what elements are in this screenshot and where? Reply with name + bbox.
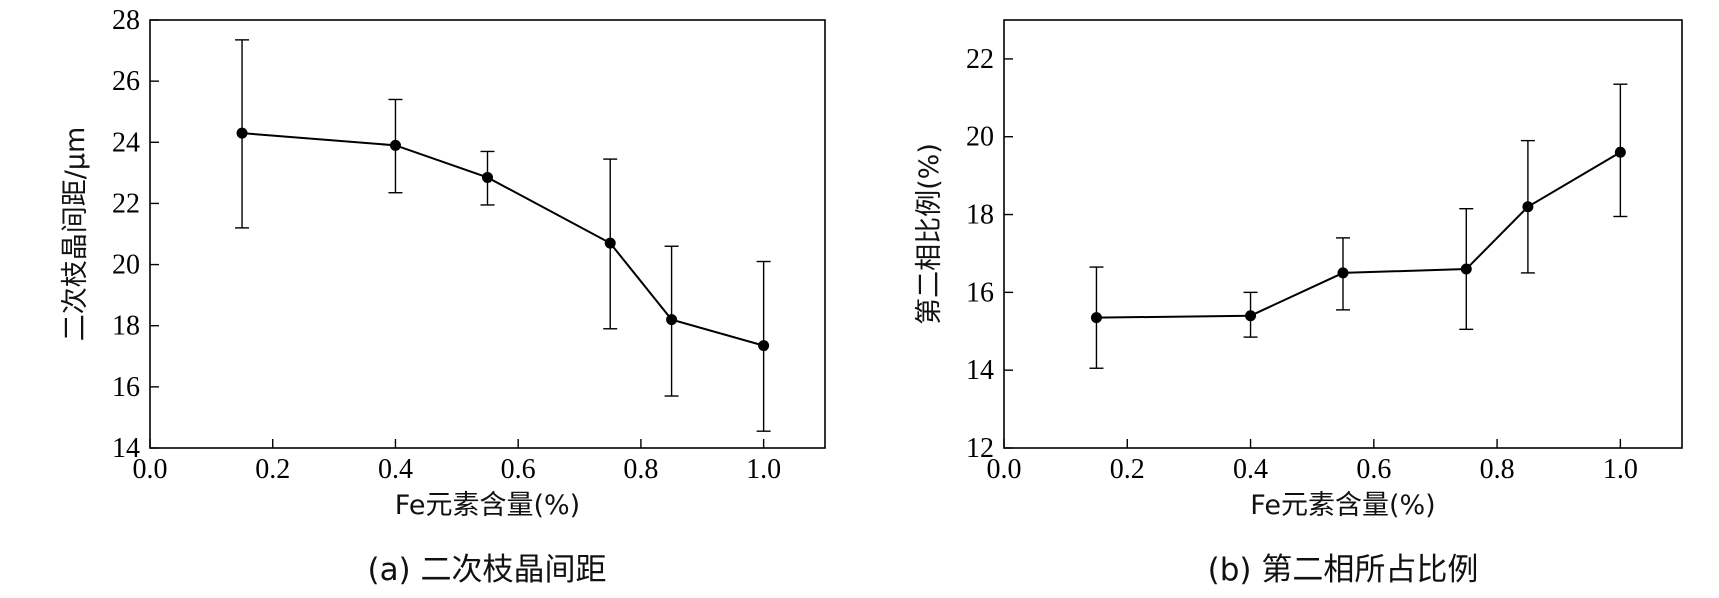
data-point bbox=[1460, 263, 1472, 275]
data-point bbox=[1245, 310, 1257, 322]
data-point bbox=[482, 171, 493, 183]
series-line bbox=[241, 132, 764, 347]
x-tick-label: 0.2 bbox=[255, 454, 290, 485]
y-tick-label: 16 bbox=[112, 372, 140, 403]
y-tick-label: 20 bbox=[966, 122, 994, 153]
data-point bbox=[1522, 201, 1534, 213]
y-axis-label: 第二相比例(%) bbox=[914, 143, 945, 325]
plot-frame bbox=[149, 19, 826, 449]
data-point bbox=[604, 237, 616, 249]
data-point bbox=[1090, 312, 1102, 324]
x-tick-label: 0.8 bbox=[623, 454, 658, 485]
y-tick-label: 12 bbox=[966, 433, 994, 464]
y-tick-label: 18 bbox=[112, 311, 140, 342]
x-tick-label: 0.6 bbox=[1356, 454, 1391, 485]
y-tick-label: 22 bbox=[112, 188, 140, 219]
series-line bbox=[1096, 151, 1621, 319]
y-tick-label: 28 bbox=[112, 5, 140, 36]
plot-frame bbox=[1003, 19, 1683, 449]
y-tick-label: 14 bbox=[966, 355, 994, 386]
data-point bbox=[666, 314, 678, 326]
x-tick-label: 0.8 bbox=[1480, 454, 1515, 485]
x-tick-label: 0.0 bbox=[133, 454, 168, 485]
x-tick-label: 0.2 bbox=[1110, 454, 1145, 485]
data-point bbox=[389, 139, 401, 151]
x-tick-label: 1.0 bbox=[1603, 454, 1638, 485]
y-tick-label: 26 bbox=[112, 66, 140, 97]
y-axis-label: 二次枝晶间距/μm bbox=[60, 127, 91, 342]
x-tick-label: 0.0 bbox=[987, 454, 1022, 485]
panel-b-phase-ratio-chart: 0.0 0.2 0.4 0.6 0.8 1.0 12 14 16 18 20 22 Fe元素含量(%) 第… bbox=[914, 19, 1683, 588]
data-point bbox=[1337, 267, 1349, 279]
x-axis-label: Fe元素含量(%) bbox=[1250, 490, 1435, 521]
data-point bbox=[758, 340, 770, 352]
y-tick-label: 14 bbox=[112, 433, 140, 464]
y-tick-label: 20 bbox=[112, 250, 140, 281]
x-tick-label: 0.4 bbox=[1233, 454, 1268, 485]
data-point bbox=[1614, 146, 1626, 158]
y-tick-label: 22 bbox=[966, 44, 994, 75]
y-tick-label: 18 bbox=[966, 200, 994, 231]
x-tick-label: 0.6 bbox=[501, 454, 536, 485]
data-point bbox=[236, 127, 248, 139]
x-tick-label: 1.0 bbox=[746, 454, 781, 485]
x-tick-label: 0.4 bbox=[378, 454, 413, 485]
panel-caption: (b) 第二相所占比例 bbox=[1208, 552, 1479, 588]
y-tick-label: 24 bbox=[112, 127, 140, 158]
panel-a-spacing-chart: 0.0 0.2 0.4 0.6 0.8 1.0 14 16 18 20 22 24 26 28 Fe元素含量… bbox=[60, 5, 826, 588]
panel-caption: (a) 二次枝晶间距 bbox=[367, 552, 606, 588]
y-tick-label: 16 bbox=[966, 277, 994, 308]
x-axis-label: Fe元素含量(%) bbox=[395, 490, 580, 521]
